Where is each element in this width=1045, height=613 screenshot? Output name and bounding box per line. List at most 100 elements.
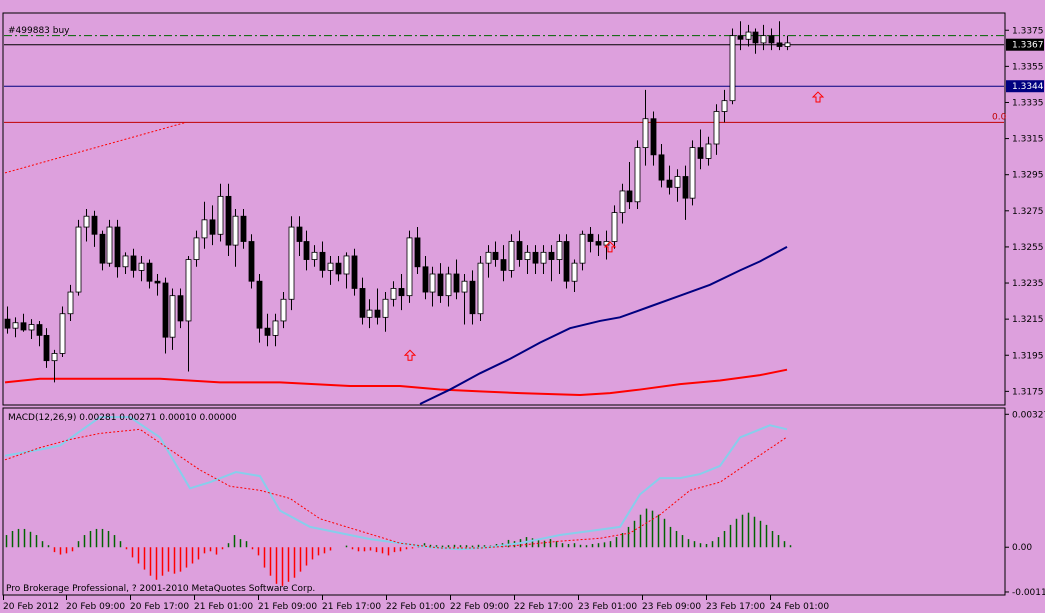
bear-candle-body [36,324,43,336]
candlestick [776,21,783,51]
macd-signal-line [4,428,788,549]
candlestick [445,266,452,307]
candlestick [697,129,704,170]
bull-candle-body [429,273,436,293]
bear-candle-body [374,309,381,318]
time-tick-label: 21 Feb 09:00 [258,602,317,612]
candlestick [256,274,263,343]
bull-candle-body [579,233,586,264]
fast-moving-average-line [419,246,788,405]
bear-candle-body [587,233,594,242]
bull-candle-body [122,255,129,268]
candlestick [59,306,66,358]
bear-candle-body [697,147,704,159]
candlestick [508,234,515,278]
candlestick [193,230,200,267]
candlestick [296,216,303,256]
bear-candle-body [91,215,98,235]
candlestick [288,216,295,311]
bear-candle-body [248,241,255,282]
current-price-label: 1.3367 [1012,41,1044,51]
bear-candle-body [492,251,499,260]
candlestick [12,317,19,338]
bear-candle-body [154,280,161,284]
candlestick [303,230,310,271]
candlestick [595,234,602,256]
price-tick-label: 1.3375 [1012,26,1044,36]
time-tick-label: 23 Feb 09:00 [642,602,701,612]
candlestick [169,288,176,350]
candlestick [563,234,570,289]
candlestick [335,255,342,282]
bull-candle-body [12,322,19,329]
bear-candle-body [264,327,271,336]
bull-candle-body [760,35,767,44]
bull-candle-body [540,251,547,264]
bear-candle-body [453,273,460,293]
price-tick-label: 1.3355 [1012,62,1044,72]
fibo-level-label: 0.0 [992,112,1007,122]
candlestick [571,259,578,293]
time-tick-label: 20 Feb 17:00 [130,602,189,612]
bull-candle-body [83,215,90,228]
bull-candle-body [51,353,58,362]
bear-candle-body [296,226,303,242]
bull-candle-body [75,226,82,293]
bear-candle-body [398,288,405,297]
bull-candle-body [705,143,712,159]
chart-frames [2,12,1006,596]
bull-candle-body [634,147,641,203]
bull-candle-body [406,237,413,297]
candlestick [91,210,98,247]
candlestick [784,35,791,51]
candlestick [240,209,247,249]
bear-candle-body [359,288,366,318]
time-tick-label: 23 Feb 17:00 [706,602,765,612]
candlestick [201,201,208,249]
candlestick [437,263,444,303]
candlestick [752,28,759,54]
candlestick [682,165,689,220]
bear-candle-body [4,318,11,329]
time-tick-label: 22 Feb 01:00 [386,602,445,612]
candlestick [311,245,318,267]
candlestick [540,245,547,274]
copyright-text: Pro Brokerage Professional, ? 2001-2010 … [6,584,315,594]
candlestick [556,234,563,274]
bear-candle-body [335,262,342,275]
bull-candle-body [689,147,696,199]
macd-tick-label: 0.00327 [1012,410,1045,420]
price-tick-label: 1.3335 [1012,98,1044,108]
bull-candle-body [366,309,373,318]
bull-candle-body [232,215,239,246]
bear-candle-body [532,251,539,264]
candlestick [138,255,145,282]
price-tick-label: 1.3195 [1012,351,1044,361]
bear-candle-body [240,215,247,242]
candlestick [548,245,555,282]
candlestick [422,255,429,300]
bear-candle-body [43,334,50,362]
bull-candle-body [508,241,515,271]
candlestick [492,241,499,267]
macd-tick-label: 0.00 [1012,543,1032,553]
candlestick [146,259,153,289]
candlestick [674,169,681,202]
macd-panel-frame [2,407,1006,596]
buy-arrow-icon [403,349,417,361]
bull-candle-body [343,255,350,275]
price-tick-label: 1.3295 [1012,171,1044,181]
candlestick [217,183,224,242]
candlestick [461,274,468,325]
candlestick [745,24,752,47]
bear-candle-body [414,237,421,268]
bear-candle-body [500,259,507,271]
bull-candle-body [445,273,452,297]
bull-candle-body [288,226,295,300]
bear-candle-body [776,42,783,47]
candlestick [264,313,271,347]
candlestick [177,288,184,329]
bull-candle-body [611,212,618,242]
bull-candle-body [272,320,279,336]
